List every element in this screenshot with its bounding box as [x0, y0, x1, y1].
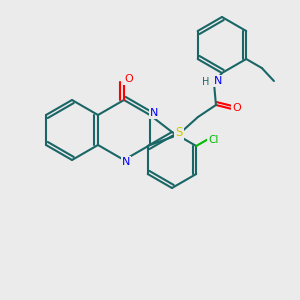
Text: O: O — [124, 74, 134, 84]
Text: Cl: Cl — [208, 135, 218, 145]
Text: N: N — [122, 157, 130, 167]
Text: S: S — [175, 127, 183, 140]
Text: O: O — [232, 103, 241, 113]
Text: H: H — [202, 77, 210, 87]
Text: N: N — [150, 108, 158, 118]
Text: N: N — [214, 76, 222, 86]
